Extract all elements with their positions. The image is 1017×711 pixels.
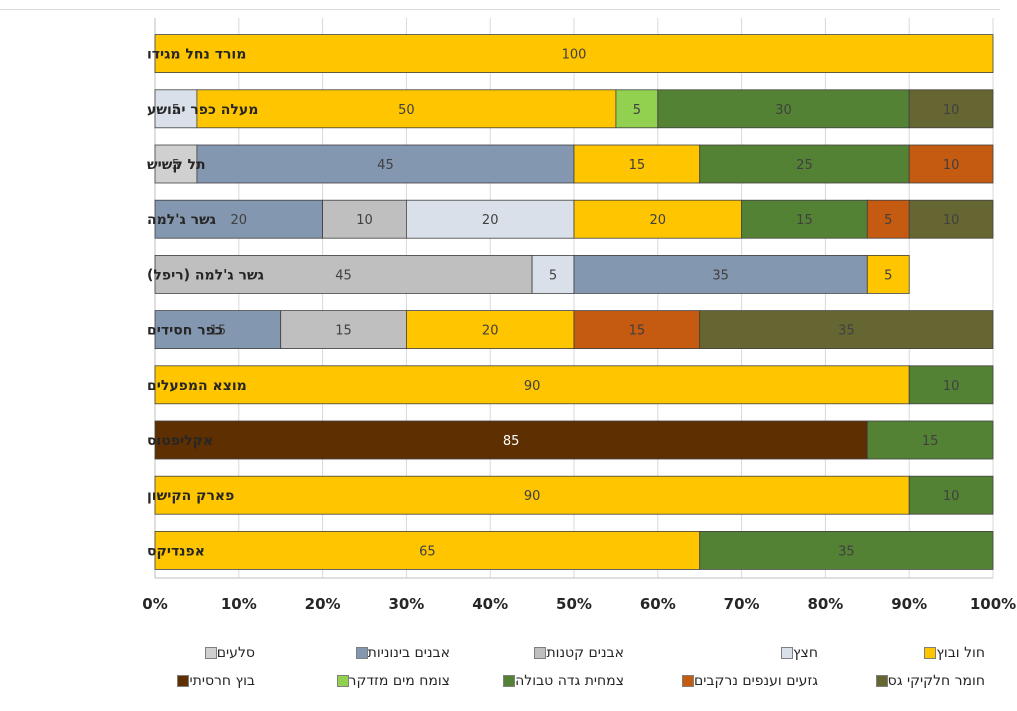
x-tick-label: 90% [891, 595, 927, 613]
data-label: 65 [419, 544, 436, 559]
category-label: אפנדיקס [147, 543, 205, 559]
x-tick-label: 20% [305, 595, 341, 613]
x-tick-label: 80% [807, 595, 843, 613]
bar-segment [154, 531, 701, 570]
data-label: 10 [943, 213, 960, 228]
data-label: 5 [172, 103, 180, 118]
category-label: פארק הקישון [147, 488, 234, 504]
data-label: 10 [356, 213, 373, 228]
bar-segment [699, 310, 994, 350]
data-label: 35 [712, 268, 729, 283]
data-label: 15 [922, 434, 939, 449]
x-tick-label: 70% [724, 595, 760, 613]
data-label: 10 [943, 158, 960, 173]
bar-segment [573, 310, 701, 350]
bar-segment [699, 531, 994, 570]
data-label: 90 [524, 379, 541, 394]
bar-segment [280, 310, 407, 350]
data-label: 5 [549, 268, 557, 283]
bar-segment [154, 475, 910, 515]
data-label: 10 [943, 103, 960, 118]
x-tick-label: 0% [142, 595, 167, 613]
bar-segment [196, 144, 575, 184]
bar-segment [699, 144, 910, 184]
data-label: 5 [172, 158, 180, 173]
data-label: 20 [482, 213, 499, 228]
data-label: 20 [482, 324, 499, 339]
bar-segment [908, 89, 994, 129]
data-label: 15 [629, 324, 646, 339]
x-tick-label: 50% [556, 595, 592, 613]
data-label: 20 [231, 213, 248, 228]
bar-segment [154, 365, 910, 405]
bar-segment [866, 199, 910, 239]
category-label: מורד נחל מגידו [147, 47, 246, 63]
top-border-line [0, 9, 1000, 10]
data-label: 85 [503, 434, 520, 449]
data-label: 5 [633, 103, 641, 118]
bar-segment [154, 310, 282, 350]
x-tick-label: 40% [472, 595, 508, 613]
bar-segment [908, 475, 994, 515]
x-tick-label: 100% [970, 595, 1016, 613]
bar-segment [866, 254, 910, 294]
bar-segment [573, 199, 743, 239]
category-label: תל קשיש [147, 157, 206, 173]
data-label: 35 [838, 324, 855, 339]
data-label: 10 [943, 379, 960, 394]
data-label: 10 [943, 489, 960, 504]
bar-segment [866, 420, 994, 460]
category-label: אקליפטוס [147, 433, 213, 449]
category-label: מעלה כפר יהושע [147, 102, 258, 118]
bar-segment [154, 89, 198, 129]
category-label: גשר ג'למה [147, 212, 216, 228]
data-label: 15 [210, 324, 227, 339]
bar-segment [657, 89, 910, 129]
bar-segment [573, 254, 868, 294]
bar-segment [154, 254, 533, 294]
bar-segment [154, 34, 994, 73]
data-label: 5 [884, 268, 892, 283]
category-label: מוצא המפעלים [147, 378, 247, 394]
x-tick-label: 10% [221, 595, 257, 613]
data-label: 5 [884, 213, 892, 228]
data-label: 100 [562, 48, 587, 63]
data-label: 15 [796, 213, 813, 228]
x-tick-label: 30% [388, 595, 424, 613]
bar-segment [322, 199, 407, 239]
bar-segment [741, 199, 868, 239]
data-label: 30 [775, 103, 792, 118]
bar-segment [196, 89, 617, 129]
bar-segment [154, 420, 868, 460]
data-label: 20 [650, 213, 667, 228]
data-label: 45 [335, 268, 352, 283]
data-label: 25 [796, 158, 813, 173]
data-label: 15 [335, 324, 352, 339]
bar-segment [405, 199, 575, 239]
bar-segment [573, 144, 701, 184]
data-label: 50 [398, 103, 415, 118]
bar-segment [908, 365, 994, 405]
bar-segment [908, 144, 994, 184]
data-label: 45 [377, 158, 394, 173]
data-label: 35 [838, 544, 855, 559]
category-label: כפר חסידים [147, 323, 223, 339]
category-label: גשר ג'למה (ריפל) [147, 267, 264, 283]
bar-segment [154, 144, 198, 184]
data-label: 90 [524, 489, 541, 504]
bar-segment [531, 254, 575, 294]
x-tick-label: 60% [640, 595, 676, 613]
bar-segment [154, 199, 324, 239]
bar-segment [908, 199, 994, 239]
data-label: 15 [629, 158, 646, 173]
